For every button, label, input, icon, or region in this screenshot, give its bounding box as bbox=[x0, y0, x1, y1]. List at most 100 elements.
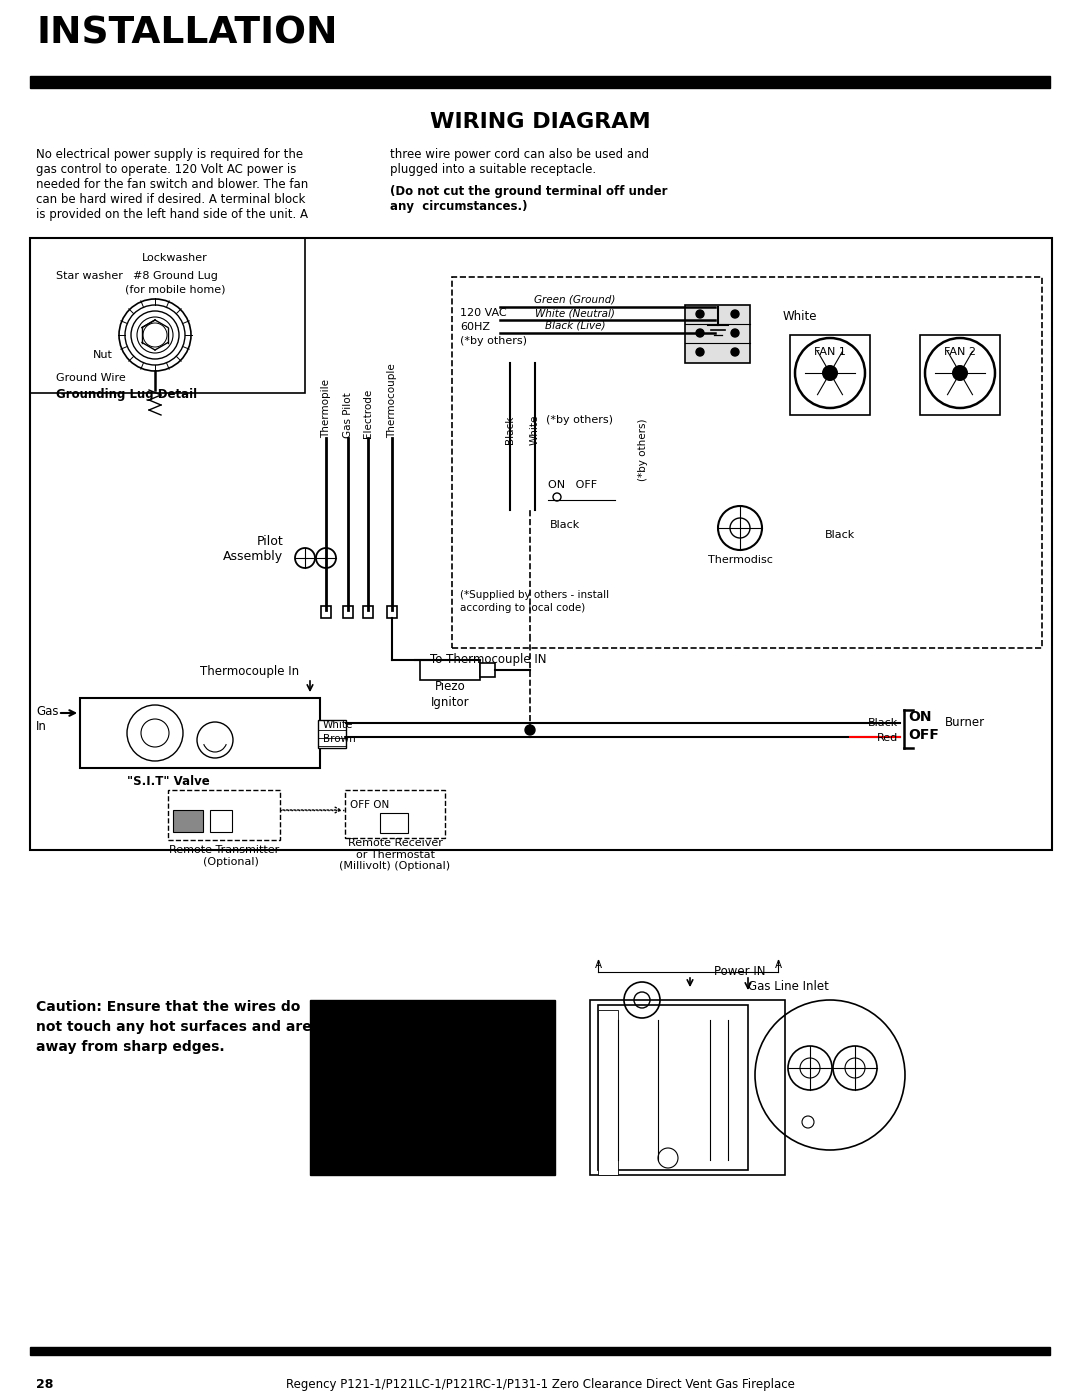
Text: Lockwasher: Lockwasher bbox=[143, 253, 207, 263]
Text: ON: ON bbox=[908, 710, 931, 724]
Text: Black (Live): Black (Live) bbox=[544, 321, 605, 331]
Text: FAN 1: FAN 1 bbox=[814, 346, 846, 358]
Bar bbox=[30, 1347, 1050, 1355]
Circle shape bbox=[822, 365, 838, 381]
Text: Black: Black bbox=[550, 520, 580, 529]
Text: "S.I.T" Valve: "S.I.T" Valve bbox=[126, 775, 210, 788]
Text: (for mobile home): (for mobile home) bbox=[125, 285, 226, 295]
Text: (*by others): (*by others) bbox=[460, 337, 527, 346]
Bar bbox=[173, 810, 203, 833]
Text: OFF: OFF bbox=[908, 728, 939, 742]
Text: 120 VAC: 120 VAC bbox=[460, 307, 507, 319]
Circle shape bbox=[696, 310, 704, 319]
Bar bbox=[598, 1010, 618, 1175]
Text: Regency P121-1/P121LC-1/P121RC-1/P131-1 Zero Clearance Direct Vent Gas Fireplace: Regency P121-1/P121LC-1/P121RC-1/P131-1 … bbox=[285, 1377, 795, 1391]
Bar bbox=[380, 813, 408, 833]
Text: Green (Ground): Green (Ground) bbox=[535, 293, 616, 305]
Bar bbox=[598, 1004, 748, 1171]
Text: OFF ON: OFF ON bbox=[350, 800, 389, 810]
Bar bbox=[318, 719, 346, 747]
Bar bbox=[363, 606, 373, 617]
Bar bbox=[420, 659, 480, 680]
Text: 60HZ: 60HZ bbox=[460, 321, 490, 332]
Text: To Thermocouple IN: To Thermocouple IN bbox=[430, 654, 546, 666]
Text: No electrical power supply is required for the: No electrical power supply is required f… bbox=[36, 148, 303, 161]
Bar bbox=[590, 1000, 785, 1175]
Text: White: White bbox=[530, 415, 540, 446]
Bar bbox=[30, 237, 305, 393]
Bar bbox=[30, 75, 1050, 88]
Text: Ignitor: Ignitor bbox=[431, 696, 470, 710]
Text: (*by others): (*by others) bbox=[638, 419, 648, 481]
Text: FAN 2: FAN 2 bbox=[944, 346, 976, 358]
Text: A: A bbox=[594, 960, 602, 970]
Circle shape bbox=[731, 348, 739, 356]
Bar bbox=[789, 335, 870, 415]
Text: Piezo: Piezo bbox=[434, 680, 465, 693]
Text: Assembly: Assembly bbox=[222, 550, 283, 563]
Text: Electrode: Electrode bbox=[363, 388, 373, 439]
Bar bbox=[685, 305, 750, 363]
Text: White: White bbox=[783, 310, 818, 323]
Text: Nut: Nut bbox=[93, 351, 113, 360]
Text: ON   OFF: ON OFF bbox=[548, 481, 597, 490]
Bar bbox=[453, 277, 1042, 648]
Circle shape bbox=[696, 330, 704, 337]
Text: A: A bbox=[774, 960, 782, 970]
Text: Ground Wire: Ground Wire bbox=[56, 373, 125, 383]
Text: Black: Black bbox=[825, 529, 855, 541]
Text: Thermopile: Thermopile bbox=[321, 379, 330, 439]
Text: Thermodisc: Thermodisc bbox=[707, 555, 772, 564]
Text: WIRING DIAGRAM: WIRING DIAGRAM bbox=[430, 112, 650, 131]
Text: Power IN: Power IN bbox=[714, 965, 766, 978]
Text: Burner: Burner bbox=[945, 717, 985, 729]
Text: three wire power cord can also be used and: three wire power cord can also be used a… bbox=[390, 148, 649, 161]
Text: In: In bbox=[36, 719, 46, 733]
Text: White (Neutral): White (Neutral) bbox=[535, 307, 615, 319]
Bar bbox=[210, 810, 232, 833]
Text: Red: Red bbox=[877, 733, 897, 743]
Text: Grounding Lug Detail: Grounding Lug Detail bbox=[56, 388, 198, 401]
Circle shape bbox=[731, 330, 739, 337]
Text: Caution: Ensure that the wires do: Caution: Ensure that the wires do bbox=[36, 1000, 300, 1014]
Text: any  circumstances.): any circumstances.) bbox=[390, 200, 527, 212]
Bar bbox=[321, 606, 330, 617]
Bar bbox=[343, 606, 353, 617]
Text: needed for the fan switch and blower. The fan: needed for the fan switch and blower. Th… bbox=[36, 177, 308, 191]
Text: gas control to operate. 120 Volt AC power is: gas control to operate. 120 Volt AC powe… bbox=[36, 163, 296, 176]
Circle shape bbox=[951, 365, 968, 381]
Text: Gas: Gas bbox=[36, 705, 58, 718]
Text: Black: Black bbox=[505, 416, 515, 444]
Text: can be hard wired if desired. A terminal block: can be hard wired if desired. A terminal… bbox=[36, 193, 306, 205]
Circle shape bbox=[696, 348, 704, 356]
Text: Pilot: Pilot bbox=[256, 535, 283, 548]
Text: away from sharp edges.: away from sharp edges. bbox=[36, 1039, 225, 1053]
Bar bbox=[30, 237, 1052, 849]
Text: Brown: Brown bbox=[323, 733, 355, 745]
Text: is provided on the left hand side of the unit. A: is provided on the left hand side of the… bbox=[36, 208, 308, 221]
Circle shape bbox=[731, 310, 739, 319]
Text: (Do not cut the ground terminal off under: (Do not cut the ground terminal off unde… bbox=[390, 184, 667, 198]
Text: Thermocouple: Thermocouple bbox=[387, 363, 397, 439]
Text: (*Supplied by others - install: (*Supplied by others - install bbox=[460, 590, 609, 599]
Text: Star washer: Star washer bbox=[56, 271, 123, 281]
Bar bbox=[80, 698, 320, 768]
Text: according to local code): according to local code) bbox=[460, 604, 585, 613]
Text: (*by others): (*by others) bbox=[546, 415, 613, 425]
Text: Gas Line Inlet: Gas Line Inlet bbox=[748, 981, 828, 993]
Text: Remote Receiver
or Thermostat
(Millivolt) (Optional): Remote Receiver or Thermostat (Millivolt… bbox=[339, 838, 450, 872]
Text: 28: 28 bbox=[36, 1377, 53, 1391]
Text: Thermocouple In: Thermocouple In bbox=[200, 665, 299, 678]
Bar bbox=[920, 335, 1000, 415]
Bar bbox=[168, 789, 280, 840]
Text: Remote Transmitter
    (Optional): Remote Transmitter (Optional) bbox=[168, 845, 279, 866]
Text: #8 Ground Lug: #8 Ground Lug bbox=[133, 271, 217, 281]
Bar bbox=[310, 1000, 555, 1175]
Text: INSTALLATION: INSTALLATION bbox=[36, 15, 337, 52]
Bar bbox=[480, 664, 495, 678]
Text: White: White bbox=[323, 719, 353, 731]
Text: Gas Pilot: Gas Pilot bbox=[343, 393, 353, 439]
Text: Black: Black bbox=[867, 718, 897, 728]
Bar bbox=[387, 606, 397, 617]
Bar bbox=[345, 789, 445, 838]
